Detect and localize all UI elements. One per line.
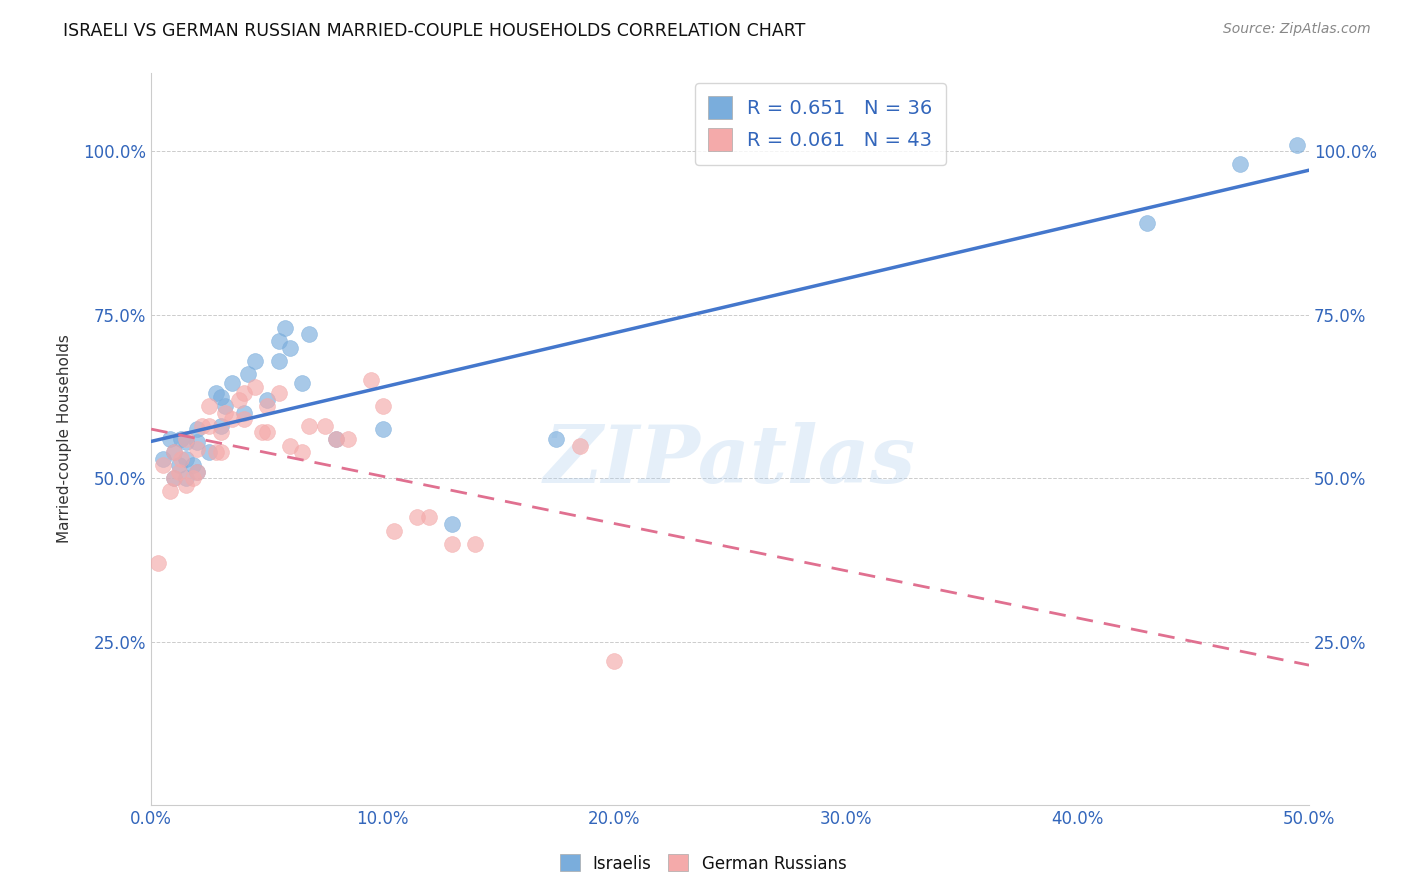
Legend: Israelis, German Russians: Israelis, German Russians bbox=[553, 847, 853, 880]
Point bbox=[221, 376, 243, 391]
Point bbox=[209, 390, 232, 404]
Point bbox=[245, 353, 267, 368]
Point bbox=[1229, 157, 1251, 171]
Point bbox=[325, 432, 347, 446]
Point bbox=[174, 451, 197, 466]
Point bbox=[191, 419, 214, 434]
Point bbox=[298, 327, 321, 342]
Point bbox=[278, 439, 301, 453]
Point bbox=[152, 458, 174, 472]
Point bbox=[267, 386, 290, 401]
Point bbox=[209, 425, 232, 440]
Point bbox=[568, 439, 591, 453]
Point bbox=[228, 392, 250, 407]
Point bbox=[186, 465, 208, 479]
Text: Source: ZipAtlas.com: Source: ZipAtlas.com bbox=[1223, 22, 1371, 37]
Point bbox=[360, 373, 382, 387]
Point bbox=[214, 406, 236, 420]
Point bbox=[371, 422, 394, 436]
Point bbox=[186, 422, 208, 436]
Point bbox=[274, 321, 297, 335]
Point bbox=[198, 445, 221, 459]
Point bbox=[256, 392, 278, 407]
Point bbox=[159, 432, 181, 446]
Legend: R = 0.651   N = 36, R = 0.061   N = 43: R = 0.651 N = 36, R = 0.061 N = 43 bbox=[695, 83, 946, 164]
Point bbox=[325, 432, 347, 446]
Text: ZIPatlas: ZIPatlas bbox=[544, 422, 917, 500]
Point bbox=[170, 451, 193, 466]
Point bbox=[256, 425, 278, 440]
Point bbox=[441, 536, 464, 550]
Text: ISRAELI VS GERMAN RUSSIAN MARRIED-COUPLE HOUSEHOLDS CORRELATION CHART: ISRAELI VS GERMAN RUSSIAN MARRIED-COUPLE… bbox=[63, 22, 806, 40]
Point bbox=[232, 386, 254, 401]
Point bbox=[382, 524, 405, 538]
Point bbox=[167, 458, 190, 472]
Point bbox=[198, 419, 221, 434]
Point bbox=[181, 471, 204, 485]
Point bbox=[232, 412, 254, 426]
Point bbox=[163, 445, 186, 459]
Point bbox=[163, 471, 186, 485]
Point bbox=[267, 353, 290, 368]
Point bbox=[152, 451, 174, 466]
Point bbox=[1286, 137, 1309, 152]
Point bbox=[232, 406, 254, 420]
Point bbox=[371, 400, 394, 414]
Point bbox=[186, 435, 208, 450]
Point bbox=[214, 400, 236, 414]
Point bbox=[198, 400, 221, 414]
Point bbox=[418, 510, 440, 524]
Point bbox=[291, 376, 314, 391]
Point bbox=[464, 536, 486, 550]
Point bbox=[252, 425, 274, 440]
Point bbox=[205, 445, 228, 459]
Point bbox=[167, 465, 190, 479]
Point bbox=[314, 419, 336, 434]
Point bbox=[163, 471, 186, 485]
Point bbox=[603, 654, 626, 668]
Y-axis label: Married-couple Households: Married-couple Households bbox=[58, 334, 72, 543]
Point bbox=[174, 477, 197, 491]
Point bbox=[291, 445, 314, 459]
Point bbox=[238, 367, 260, 381]
Point bbox=[278, 341, 301, 355]
Point bbox=[406, 510, 429, 524]
Point bbox=[181, 458, 204, 472]
Point bbox=[186, 465, 208, 479]
Point bbox=[209, 419, 232, 434]
Point bbox=[163, 445, 186, 459]
Point bbox=[205, 386, 228, 401]
Point bbox=[546, 432, 568, 446]
Point bbox=[245, 380, 267, 394]
Point bbox=[221, 412, 243, 426]
Point bbox=[186, 442, 208, 456]
Point bbox=[441, 516, 464, 531]
Point bbox=[159, 484, 181, 499]
Point bbox=[174, 432, 197, 446]
Point bbox=[174, 471, 197, 485]
Point bbox=[337, 432, 360, 446]
Point bbox=[170, 432, 193, 446]
Point bbox=[1136, 216, 1159, 230]
Point bbox=[256, 400, 278, 414]
Point bbox=[146, 556, 169, 570]
Point bbox=[267, 334, 290, 348]
Point bbox=[209, 445, 232, 459]
Point bbox=[174, 435, 197, 450]
Point bbox=[298, 419, 321, 434]
